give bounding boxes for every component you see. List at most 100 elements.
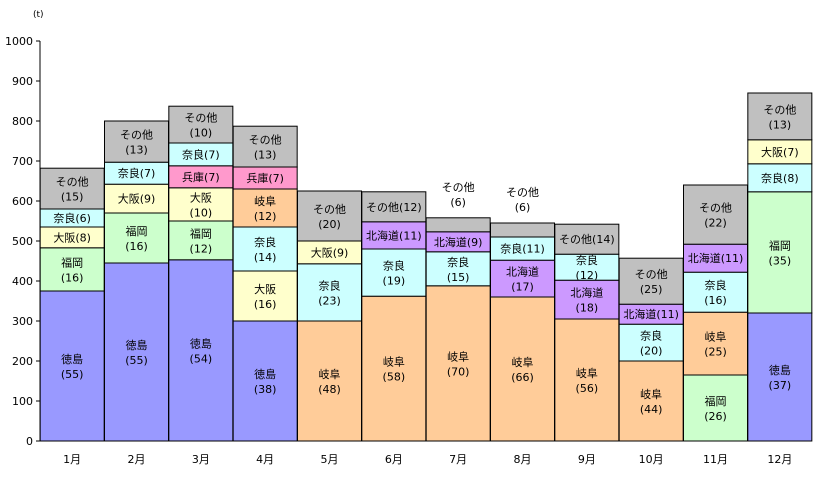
data-label: 徳島: [190, 336, 212, 350]
bar-segment: [554, 223, 620, 255]
data-label: 北海道(11): [623, 307, 679, 321]
data-label: 奈良(8): [761, 171, 799, 185]
data-label: 奈良: [447, 255, 469, 269]
data-label: (15): [61, 191, 84, 204]
data-label: 福岡: [61, 255, 83, 269]
data-label: 岐阜: [319, 368, 341, 381]
data-label: その他(12): [366, 201, 422, 214]
y-tick-label: 1000: [5, 35, 33, 48]
bar-stack: 岐阜 (66) 北海道 (17) 奈良(11) その他 (6): [490, 186, 555, 442]
data-label: (14): [254, 251, 277, 264]
data-label: その他: [506, 186, 539, 199]
data-label: (16): [125, 240, 148, 253]
x-tick-label: 4月: [256, 453, 274, 466]
y-tick-label: 800: [12, 115, 33, 128]
data-label: (6): [450, 196, 466, 209]
x-tick-label: 9月: [578, 453, 596, 466]
data-label: (56): [576, 382, 599, 395]
data-label: (16): [704, 294, 727, 307]
data-label: 奈良: [576, 253, 598, 267]
data-label: (66): [511, 371, 534, 384]
data-label: 福岡: [705, 394, 727, 408]
data-label: (26): [704, 410, 727, 423]
data-label: (25): [640, 283, 663, 296]
bar-segment: [361, 191, 427, 223]
y-tick-label: 500: [12, 235, 33, 248]
data-label: (20): [640, 345, 663, 358]
bar-segment: [683, 184, 748, 245]
bar-segment: [297, 320, 362, 442]
data-label: (55): [61, 368, 84, 381]
data-label: 北海道(9): [434, 235, 483, 249]
data-label: 北海道: [506, 265, 539, 279]
bar-stack: 徳島 (54) 福岡 (12) 大阪 (10) 兵庫(7) 奈良(7) その他 (10): [168, 105, 234, 442]
y-tick-label: 100: [12, 395, 33, 408]
bar-stack: 岐阜 (44) 奈良 (20) 北海道(11) その他 (25): [618, 257, 684, 442]
data-label: (37): [769, 379, 792, 392]
data-label: その他: [635, 268, 668, 281]
data-label: (16): [254, 298, 277, 311]
data-label: 岐阜: [447, 350, 469, 363]
data-label: 徳島: [769, 363, 791, 377]
bar-segment: [618, 360, 684, 442]
bar-segment: [490, 296, 555, 442]
data-label: 岐阜: [576, 367, 598, 380]
data-label: (70): [447, 365, 470, 378]
data-label: (17): [511, 281, 534, 294]
bar-stack: 徳島 (55) 福岡 (16) 大阪(8) 奈良(6) その他 (15): [39, 167, 105, 442]
data-label: (13): [125, 144, 148, 157]
x-tick-label: 11月: [703, 453, 728, 466]
data-label: (12): [254, 210, 277, 223]
bar-segment: [747, 191, 813, 314]
data-label: (10): [190, 206, 213, 219]
data-label: 奈良: [640, 329, 662, 343]
data-label: (16): [61, 271, 84, 284]
data-label: その他: [442, 181, 475, 194]
data-label: 大阪: [254, 282, 276, 296]
data-label: 徳島: [61, 352, 83, 366]
bar-segment: [104, 120, 169, 163]
data-label: (22): [704, 217, 727, 230]
data-label: 兵庫(7): [246, 171, 284, 185]
bar-stack: 徳島 (38) 大阪 (16) 奈良 (14) 岐阜 (12) 兵庫(7) その他 (13): [232, 125, 298, 442]
data-label: 福岡: [769, 238, 791, 252]
y-tick-label: 200: [12, 355, 33, 368]
bar-segment: [747, 139, 813, 165]
bar-segment: [361, 295, 427, 442]
data-label: (55): [125, 354, 148, 367]
data-label: 奈良: [383, 259, 405, 273]
data-label: (13): [254, 149, 277, 162]
data-label: (15): [447, 271, 470, 284]
data-label: (10): [190, 127, 213, 140]
bar-segment: [425, 251, 491, 287]
y-tick-label: 300: [12, 315, 33, 328]
data-label: (19): [383, 275, 406, 288]
bar-segment: [683, 243, 748, 273]
x-tick-label: 6月: [385, 453, 403, 466]
data-label: 徳島: [126, 338, 148, 352]
data-label: 大阪(7): [761, 145, 799, 159]
bar-segment: [104, 262, 169, 442]
bar-segment: [618, 323, 684, 362]
data-label: 奈良(11): [500, 242, 545, 256]
data-label: 奈良: [254, 235, 276, 249]
bar-stack: 岐阜 (58) 奈良 (19) 北海道(11) その他(12): [361, 191, 427, 442]
bars: 徳島(55)福岡(16)大阪(8)奈良(6)その他(15)徳島(55)福岡(16…: [39, 92, 813, 442]
bar-segment: [232, 125, 298, 168]
x-tick-label: 7月: [449, 453, 467, 466]
bar-segment: [747, 92, 813, 141]
data-label: 奈良(6): [53, 211, 91, 225]
bar-stack: 岐阜 (48) 奈良 (23) 大阪(9) その他 (20): [297, 190, 362, 442]
data-label: 岐阜: [383, 356, 405, 369]
y-tick-label: 600: [12, 195, 33, 208]
bar-segment: [297, 190, 362, 242]
data-label: 大阪: [190, 190, 212, 204]
data-label: (23): [318, 294, 341, 307]
data-label: (20): [318, 218, 341, 231]
data-label: (13): [769, 118, 792, 131]
data-label: 大阪(8): [53, 230, 91, 244]
bar-segment: [39, 290, 105, 442]
data-label: その他: [249, 134, 282, 147]
x-tick-label: 10月: [639, 453, 664, 466]
x-tick-label: 1月: [63, 453, 81, 466]
